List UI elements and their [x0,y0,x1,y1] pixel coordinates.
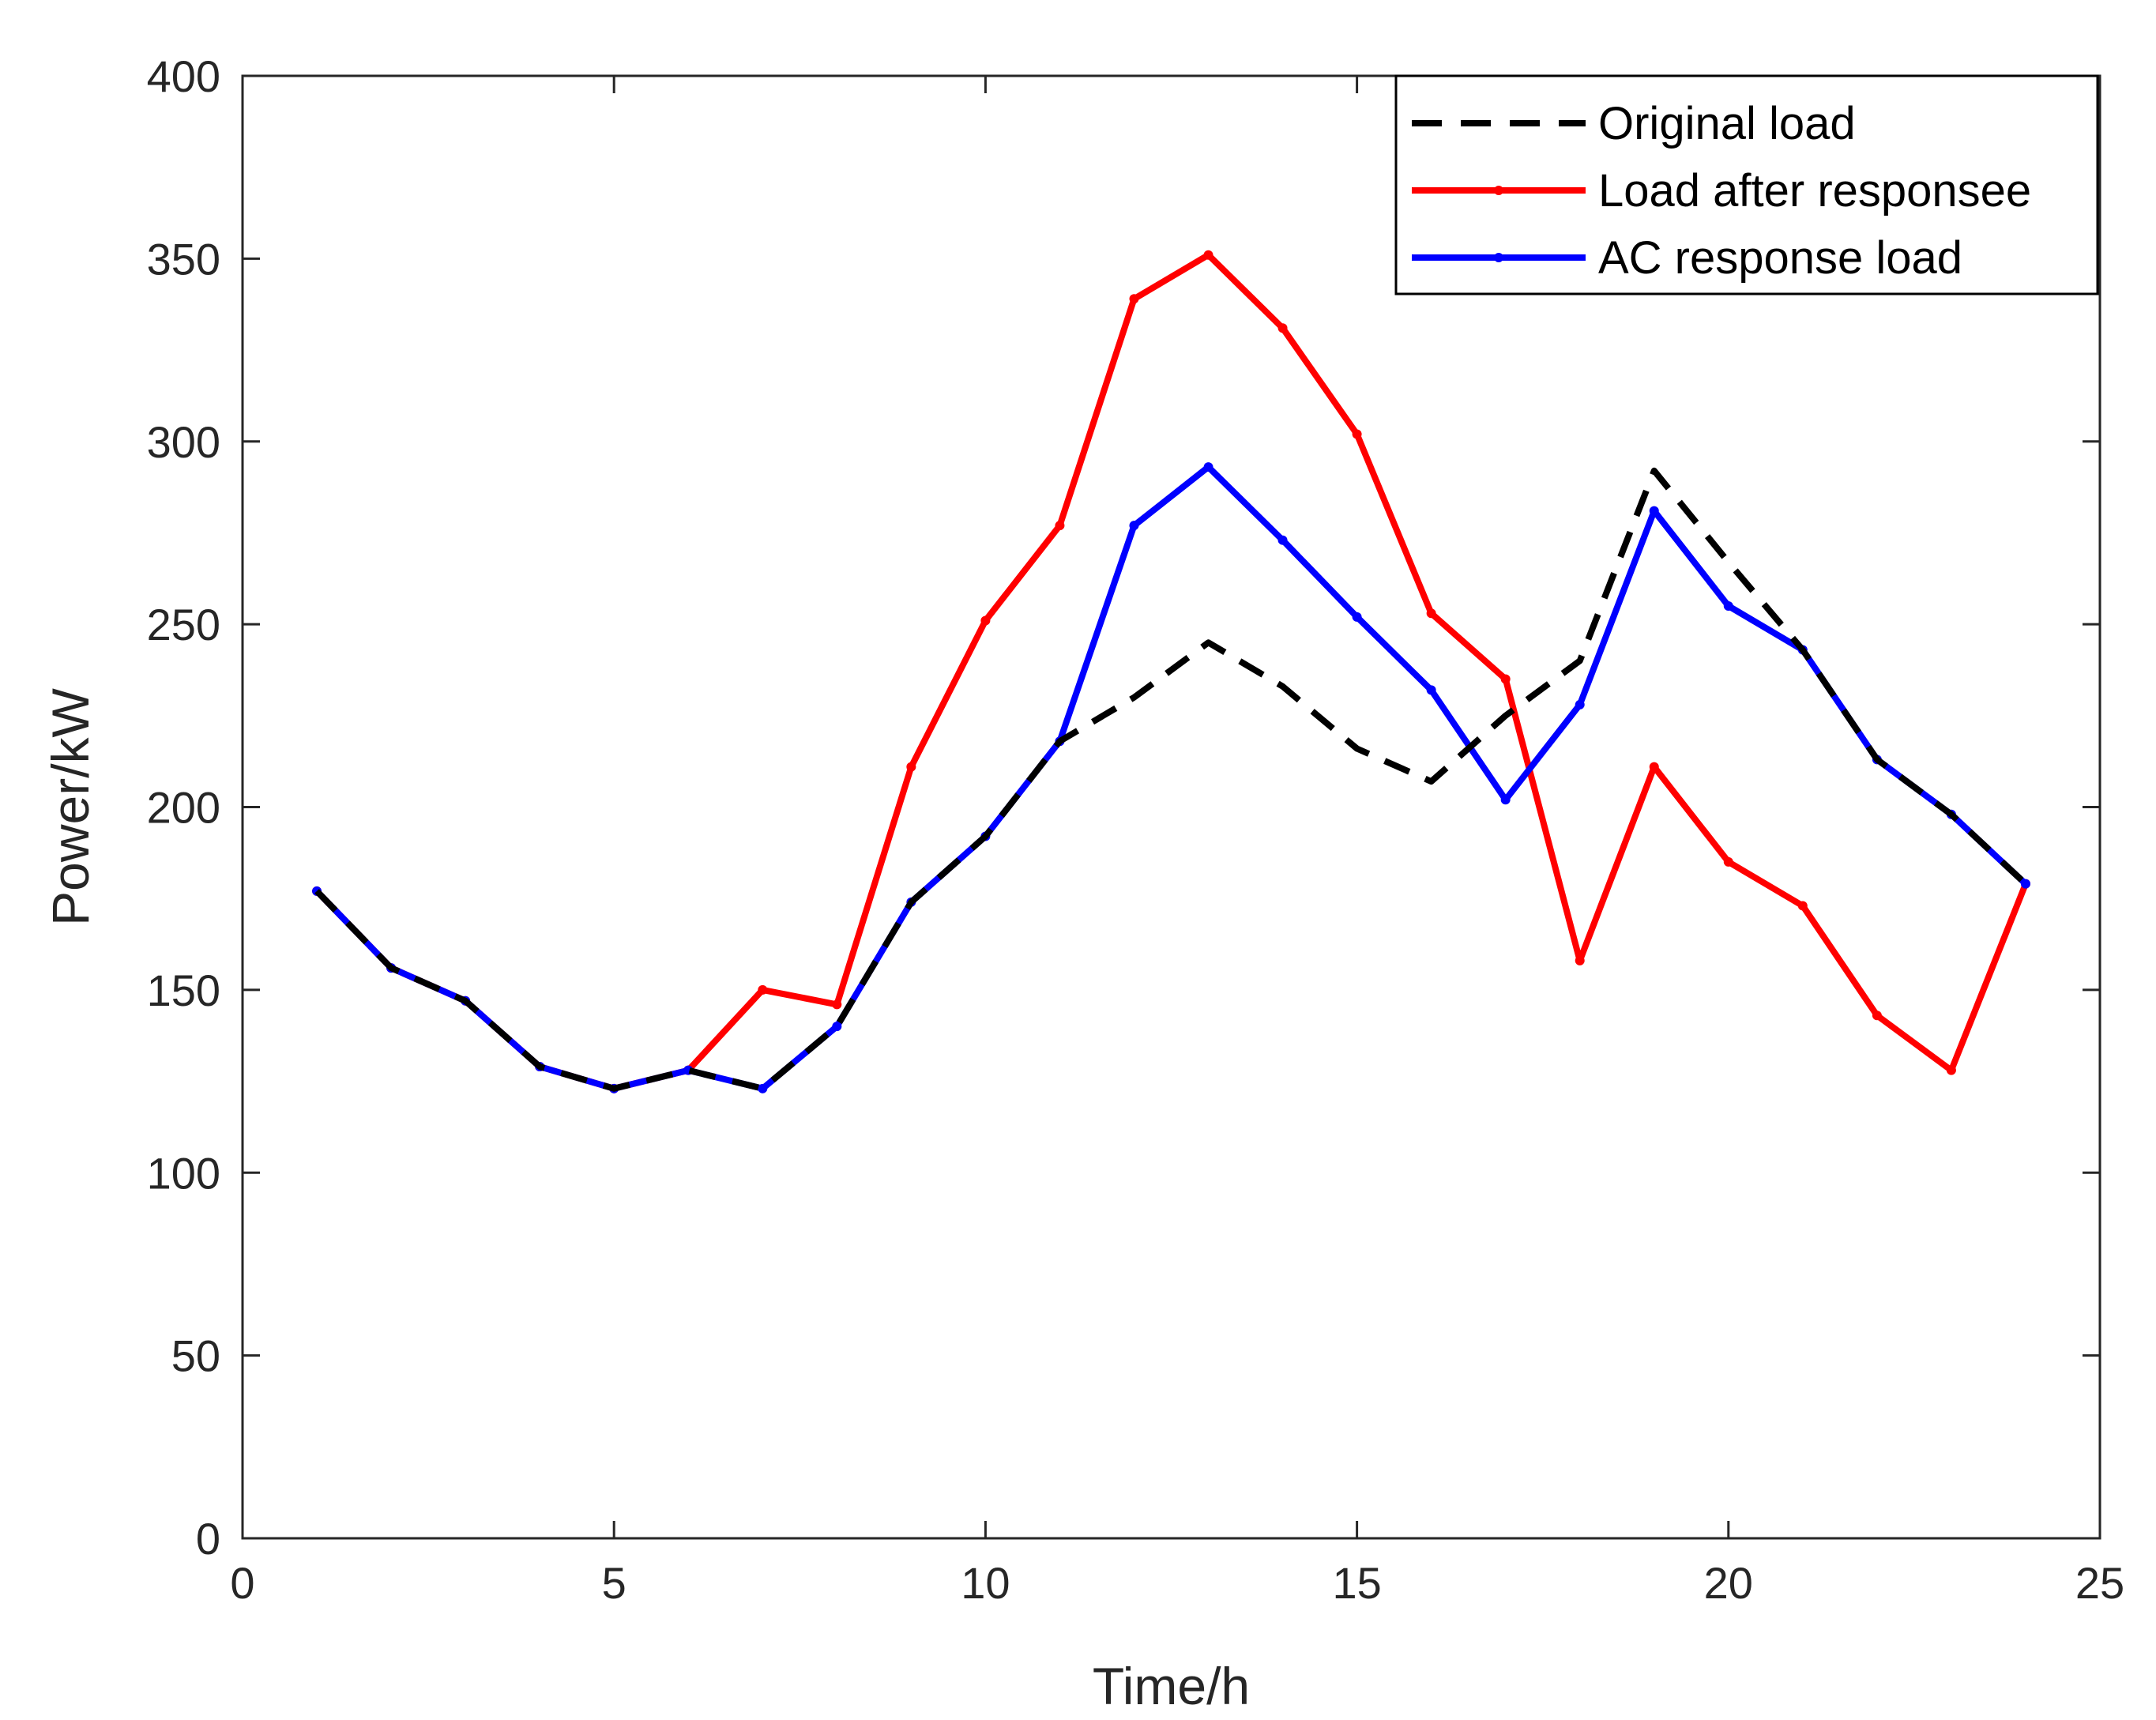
legend-label: AC response load [1598,232,1962,284]
data-point [1723,856,1733,867]
series-layer [312,250,2030,1093]
x-tick-label: 0 [230,1558,254,1608]
data-point [1872,1011,1882,1021]
data-point [1575,955,1585,965]
data-point [1723,600,1733,611]
y-axis-label: Power/kW [41,687,100,925]
data-point [1203,250,1213,260]
data-point [1352,612,1362,622]
x-tick-label: 15 [1332,1558,1381,1608]
data-point [1203,462,1213,472]
data-point [1500,674,1511,684]
data-point [832,1022,842,1032]
data-point [758,984,768,995]
x-tick-label: 5 [602,1558,626,1608]
data-point [1277,323,1288,333]
data-point [1426,608,1436,619]
data-point [1277,535,1288,545]
data-point [1946,1065,1956,1075]
plot-frame [241,74,2101,1540]
y-tick-label: 400 [147,51,220,101]
data-point [1055,521,1065,531]
legend-marker [1494,186,1503,195]
data-point [758,1083,768,1093]
y-tick-label: 0 [196,1514,220,1564]
data-point [1129,521,1139,531]
y-tick-label: 250 [147,600,220,649]
y-tick-label: 200 [147,783,220,833]
x-axis-label: Time/h [1093,1657,1250,1715]
x-tick-label: 25 [2075,1558,2124,1608]
plot-border [241,74,2101,1540]
x-tick-label: 20 [1704,1558,1753,1608]
data-point [980,615,991,626]
y-tick-label: 100 [147,1148,220,1198]
x-tick-label: 10 [961,1558,1010,1608]
series-line-original-load [314,467,2028,1092]
data-point [1649,762,1659,772]
y-tick-label: 350 [147,234,220,284]
data-point [1500,795,1511,805]
legend: Original load Load after responsee AC resp… [1394,74,2099,295]
data-point [832,999,842,1010]
data-point [906,762,916,772]
legend-marker [1494,253,1503,262]
y-tick-label: 50 [171,1331,220,1381]
y-tick-label: 300 [147,417,220,467]
data-point [1797,901,1808,911]
data-point [1575,699,1585,709]
data-point [1426,685,1436,695]
data-point [1129,294,1139,304]
data-point [1649,506,1659,516]
series-line-ac-response-load [314,464,2029,1092]
legend-label: Original load [1598,98,1856,149]
legend-label: Load after responsee [1598,165,2031,216]
data-point [2020,879,2030,889]
data-point [1352,429,1362,439]
y-tick-label: 150 [147,965,220,1015]
